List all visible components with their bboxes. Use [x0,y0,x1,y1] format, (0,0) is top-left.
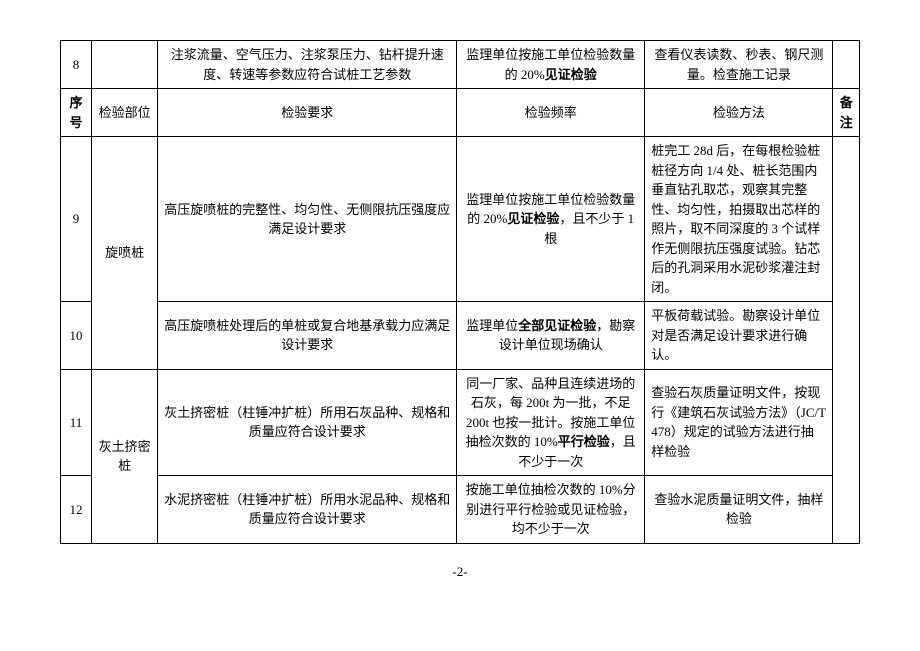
table-header-row: 序号 检验部位 检验要求 检验频率 检验方法 备注 [61,89,860,137]
cell-seq: 11 [61,369,92,476]
cell-part: 旋喷桩 [91,137,157,370]
table-row: 10 高压旋喷桩处理后的单桩或复合地基承载力应满足设计要求 监理单位全部见证检验… [61,302,860,370]
table-row: 9 旋喷桩 高压旋喷桩的完整性、均匀性、无侧限抗压强度应满足设计要求 监理单位按… [61,137,860,302]
freq-bold: 见证检验 [507,211,559,226]
cell-freq: 监理单位按施工单位检验数量的 20%见证检验 [457,41,645,89]
cell-method: 平板荷载试验。勘察设计单位对是否满足设计要求进行确认。 [645,302,833,370]
cell-seq: 8 [61,41,92,89]
table-row: 12 水泥挤密桩（柱锤冲扩桩）所用水泥品种、规格和质量应符合设计要求 按施工单位… [61,476,860,544]
cell-seq: 12 [61,476,92,544]
cell-req: 灰土挤密桩（柱锤冲扩桩）所用石灰品种、规格和质量应符合设计要求 [158,369,457,476]
cell-req: 高压旋喷桩处理后的单桩或复合地基承载力应满足设计要求 [158,302,457,370]
cell-req: 水泥挤密桩（柱锤冲扩桩）所用水泥品种、规格和质量应符合设计要求 [158,476,457,544]
header-part: 检验部位 [91,89,157,137]
header-freq: 检验频率 [457,89,645,137]
cell-seq: 10 [61,302,92,370]
cell-req: 高压旋喷桩的完整性、均匀性、无侧限抗压强度应满足设计要求 [158,137,457,302]
cell-freq: 同一厂家、品种且连续进场的石灰，每 200t 为一批，不足 200t 也按一批计… [457,369,645,476]
cell-method: 查看仪表读数、秒表、钢尺测量。检查施工记录 [645,41,833,89]
cell-freq: 按施工单位抽检次数的 10%分别进行平行检验或见证检验，均不少于一次 [457,476,645,544]
cell-freq: 监理单位按施工单位检验数量的 20%见证检验，且不少于 1 根 [457,137,645,302]
cell-seq: 9 [61,137,92,302]
freq-bold: 见证检验 [545,67,597,82]
cell-part [91,41,157,89]
table-row: 8 注浆流量、空气压力、注浆泵压力、钻杆提升速度、转速等参数应符合试桩工艺参数 … [61,41,860,89]
cell-method: 查验石灰质量证明文件，按现行《建筑石灰试验方法》（JC/T 478）规定的试验方… [645,369,833,476]
cell-note [833,137,860,544]
header-req: 检验要求 [158,89,457,137]
cell-req: 注浆流量、空气压力、注浆泵压力、钻杆提升速度、转速等参数应符合试桩工艺参数 [158,41,457,89]
page-number: -2- [60,564,860,580]
freq-text: 监理单位 [466,318,518,333]
cell-part: 灰土挤密桩 [91,369,157,543]
cell-note [833,41,860,89]
header-note: 备注 [833,89,860,137]
freq-bold: 全部见证检验 [518,318,596,333]
cell-method: 查验水泥质量证明文件，抽样检验 [645,476,833,544]
inspection-table: 8 注浆流量、空气压力、注浆泵压力、钻杆提升速度、转速等参数应符合试桩工艺参数 … [60,40,860,544]
cell-freq: 监理单位全部见证检验，勘察设计单位现场确认 [457,302,645,370]
header-method: 检验方法 [645,89,833,137]
freq-bold: 平行检验 [558,434,610,449]
cell-method: 桩完工 28d 后，在每根检验桩桩径方向 1/4 处、桩长范围内垂直钻孔取芯，观… [645,137,833,302]
table-row: 11 灰土挤密桩 灰土挤密桩（柱锤冲扩桩）所用石灰品种、规格和质量应符合设计要求… [61,369,860,476]
header-seq: 序号 [61,89,92,137]
